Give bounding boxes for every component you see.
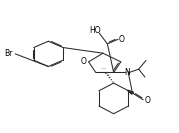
Text: O: O bbox=[119, 35, 125, 44]
Text: O: O bbox=[81, 57, 86, 66]
Text: N: N bbox=[124, 68, 130, 77]
Text: Br: Br bbox=[4, 49, 12, 58]
Text: O: O bbox=[144, 96, 150, 105]
Text: HO: HO bbox=[89, 26, 101, 35]
Text: ···: ··· bbox=[101, 67, 107, 72]
